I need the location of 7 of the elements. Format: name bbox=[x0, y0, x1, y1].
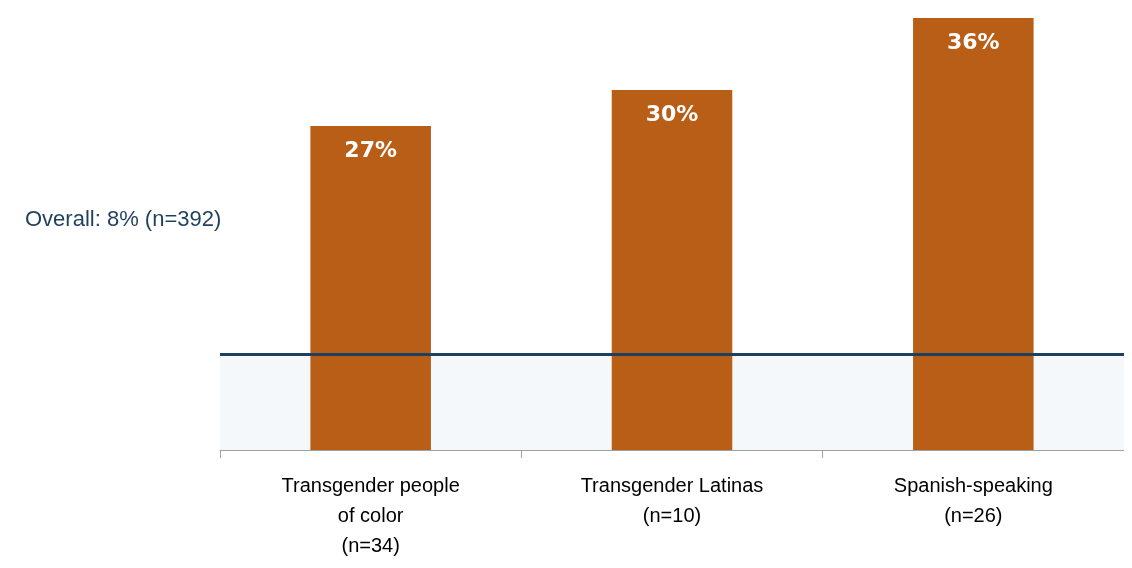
ref-line-label: Overall: 8% (n=392) bbox=[25, 205, 222, 231]
x-tick-label: Transgender people of color (n=34) bbox=[281, 474, 460, 556]
data-label: 27% bbox=[344, 136, 397, 162]
data-label: 36% bbox=[947, 28, 1000, 54]
x-tick-label: Transgender Latinas (n=10) bbox=[580, 474, 764, 526]
x-tick-label: Spanish-speaking (n=26) bbox=[893, 474, 1053, 526]
data-label: 30% bbox=[645, 100, 699, 126]
